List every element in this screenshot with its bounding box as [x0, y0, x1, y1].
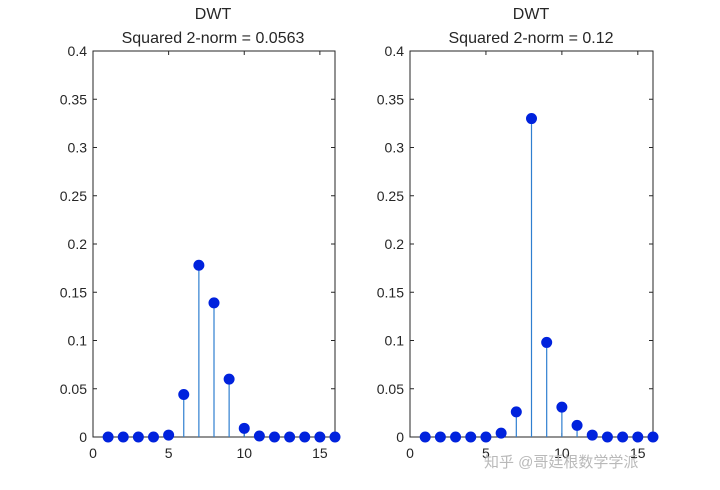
left-ytick-label: 0.3 — [68, 140, 88, 156]
left-xtick-label: 0 — [89, 445, 97, 461]
left-stem-marker — [284, 431, 296, 443]
left-ytick-label: 0.05 — [60, 381, 87, 397]
right-stem-marker — [632, 431, 644, 443]
left-stem-marker — [314, 431, 326, 443]
right-stem-marker — [571, 419, 583, 431]
left-ytick-label: 0.15 — [60, 284, 87, 300]
right-xtick-label: 0 — [406, 445, 414, 461]
right-stem-marker — [480, 431, 492, 443]
left-plot: DWT Squared 2-norm = 0.0563 0 0.05 0.1 0.15… — [60, 6, 341, 461]
right-stem-marker — [526, 113, 537, 125]
left-ytick-label: 0.2 — [68, 236, 88, 252]
left-plot-subtitle: Squared 2-norm = 0.0563 — [122, 30, 305, 47]
right-xtick-label: 10 — [554, 445, 570, 461]
right-ytick-label: 0.35 — [377, 91, 404, 107]
left-plot-title: DWT — [195, 6, 232, 23]
left-ytick-label: 0.35 — [60, 91, 87, 107]
right-stem-marker — [450, 431, 462, 443]
right-stem-marker — [556, 401, 568, 413]
watermark-text: 知乎 @哥廷根数学学派 — [484, 454, 638, 471]
right-ytick-label: 0.4 — [385, 43, 405, 59]
left-xtick-label: 5 — [165, 445, 173, 461]
right-plot-subtitle: Squared 2-norm = 0.12 — [449, 30, 614, 47]
right-ytick-label: 0.3 — [385, 140, 405, 156]
left-ytick-label: 0.1 — [68, 333, 88, 349]
right-ytick-label: 0.05 — [377, 381, 404, 397]
left-stem-marker — [269, 431, 280, 443]
left-stem-marker — [208, 297, 220, 309]
right-xtick-label: 15 — [630, 445, 646, 461]
left-ytick-label: 0 — [79, 429, 87, 445]
right-plot: DWT Squared 2-norm = 0.12 0 0.05 0.1 0.15 0.… — [377, 6, 659, 461]
left-xtick-label: 15 — [312, 445, 328, 461]
left-stem-marker — [193, 259, 205, 271]
left-ytick-label: 0.25 — [60, 188, 87, 204]
right-ytick-label: 0.1 — [385, 333, 405, 349]
left-stem-marker — [223, 373, 235, 385]
right-stem-marker — [419, 431, 431, 443]
right-stem-marker — [465, 431, 477, 443]
left-stem-marker — [148, 431, 159, 443]
left-stem-marker — [102, 431, 114, 443]
left-stem-marker — [299, 431, 311, 443]
left-xtick-label: 10 — [236, 445, 252, 461]
left-stem-marker — [132, 431, 144, 443]
right-stem-marker — [586, 429, 598, 441]
right-stem-marker — [601, 431, 613, 443]
left-stem-marker — [329, 431, 341, 443]
right-stem-marker — [495, 427, 507, 439]
right-ytick-label: 0.15 — [377, 284, 404, 300]
right-stem-marker — [617, 431, 629, 443]
right-xtick-label: 5 — [482, 445, 490, 461]
left-stem-marker — [178, 389, 190, 401]
right-ytick-label: 0 — [396, 429, 404, 445]
left-ytick-label: 0.4 — [68, 43, 88, 59]
left-stem-marker — [253, 430, 265, 442]
right-stem-marker — [647, 431, 659, 443]
left-stem-marker — [163, 429, 175, 441]
right-plot-title: DWT — [513, 6, 550, 23]
right-stem-marker — [434, 431, 446, 443]
right-ytick-label: 0.25 — [377, 188, 404, 204]
right-stem-marker — [541, 336, 553, 348]
left-stem-marker — [117, 431, 129, 443]
right-ytick-label: 0.2 — [385, 236, 405, 252]
left-stem-marker — [238, 422, 250, 434]
right-stem-marker — [510, 406, 522, 418]
